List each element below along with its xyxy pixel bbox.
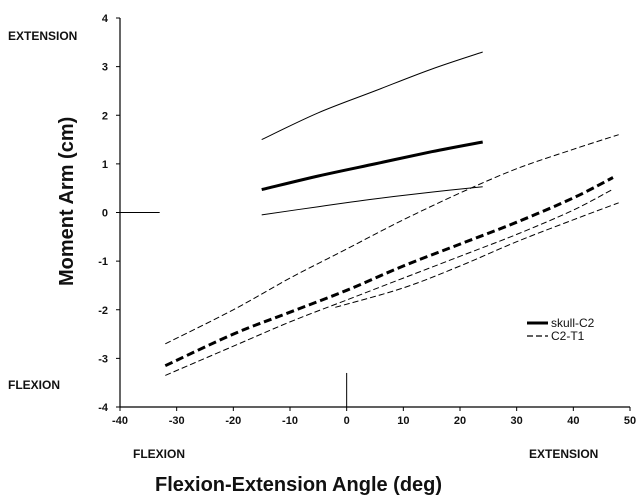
x-tick-label: 30 (511, 415, 523, 427)
series-line-c2-t1-upper (165, 134, 619, 345)
y-tick-label: 3 (102, 62, 108, 74)
axes (119, 18, 630, 408)
x-tick-label: 20 (454, 415, 466, 427)
series-line-skull-c2-upper (261, 51, 483, 141)
legend: skull-C2 C2-T1 (527, 316, 595, 343)
x-axis-label: Flexion-Extension Angle (deg) (155, 474, 442, 496)
y-tick-label: 4 (102, 13, 109, 25)
x-annotation-flexion: FLEXION (133, 447, 185, 461)
x-tick-label: -10 (282, 415, 298, 427)
reference-marks (120, 212, 348, 407)
series-line-skull-c2-lower (261, 186, 483, 216)
series-line-c2-t1-lower (165, 188, 614, 376)
y-tick-label: -3 (98, 353, 108, 365)
y-tick-label: 2 (102, 110, 108, 122)
series-line-c2-t1-lowest (335, 202, 619, 308)
x-tick-label: 0 (344, 415, 350, 427)
x-tick-label: 50 (624, 415, 636, 427)
y-annotation-extension: EXTENSION (8, 29, 77, 43)
series-lines (164, 51, 619, 376)
y-tick-label: -1 (98, 256, 108, 268)
legend-label-c2-t1: C2-T1 (551, 329, 585, 343)
x-tick-label: -30 (169, 415, 185, 427)
series-line-skull-c2-mean (261, 140, 483, 192)
x-tick-label: -20 (225, 415, 241, 427)
series-line-c2-t1-mean (164, 176, 614, 368)
y-axis-label: Moment Arm (cm) (56, 117, 78, 286)
y-tick-label: 1 (102, 159, 108, 171)
y-ticks: -4 -3 -2 -1 0 1 2 3 4 (98, 13, 120, 414)
legend-label-skull-c2: skull-C2 (551, 316, 595, 330)
x-ticks: -40 -30 -20 -10 0 10 20 30 40 50 (112, 407, 636, 427)
x-tick-label: -40 (112, 415, 128, 427)
x-tick-label: 40 (567, 415, 579, 427)
x-tick-label: 10 (397, 415, 409, 427)
x-annotation-extension: EXTENSION (529, 447, 598, 461)
y-annotation-flexion: FLEXION (8, 378, 60, 392)
y-tick-label: -2 (98, 305, 108, 317)
y-tick-label: -4 (98, 402, 109, 414)
y-tick-label: 0 (102, 208, 108, 220)
